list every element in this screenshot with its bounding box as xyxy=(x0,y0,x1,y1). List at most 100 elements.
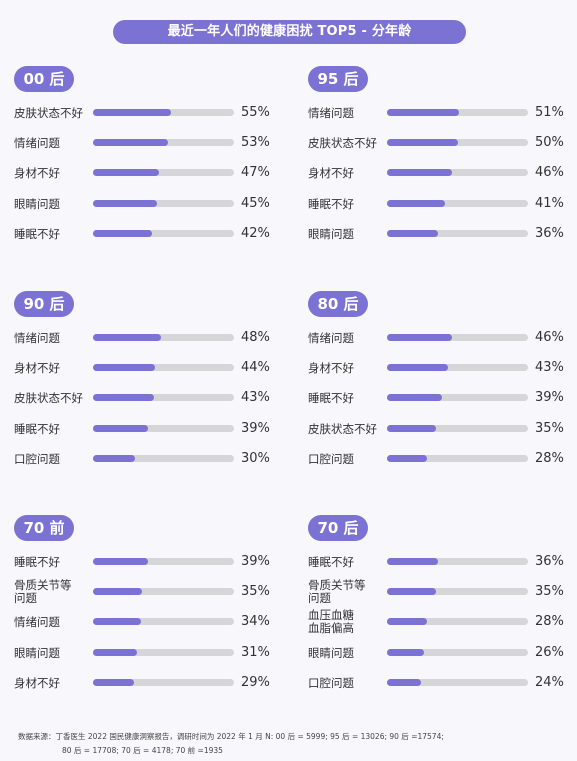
category-label: 身材不好 xyxy=(14,360,60,375)
bar-row: 身材不好 47% xyxy=(14,158,286,188)
bar-row: 眼睛问题 26% xyxy=(308,638,577,668)
bar-track xyxy=(93,679,234,686)
bar-track xyxy=(387,169,528,176)
bar-row: 情绪问题 46% xyxy=(308,323,577,353)
value-label: 39% xyxy=(241,421,270,436)
category-label: 情绪问题 xyxy=(14,135,60,150)
bar-row: 口腔问题 30% xyxy=(14,444,286,474)
bar-fill xyxy=(93,649,137,656)
bar-row: 睡眠不好 39% xyxy=(308,383,577,413)
bar-track xyxy=(93,618,234,625)
category-label: 骨质关节等 问题 xyxy=(308,578,366,605)
bar-track xyxy=(387,425,528,432)
bar-track xyxy=(387,364,528,371)
value-label: 47% xyxy=(241,165,270,180)
bar-track xyxy=(93,455,234,462)
value-label: 36% xyxy=(535,226,564,241)
value-label: 55% xyxy=(241,105,270,120)
bar-row: 身材不好 29% xyxy=(14,668,286,698)
value-label: 44% xyxy=(241,360,270,375)
category-label: 情绪问题 xyxy=(308,330,354,345)
bar-row: 口腔问题 28% xyxy=(308,444,577,474)
bar-track xyxy=(387,455,528,462)
bar-row: 血压血糖 血脂偏高 28% xyxy=(308,607,577,637)
age-group-badge: 95 后 xyxy=(308,66,368,92)
value-label: 50% xyxy=(535,135,564,150)
bar-row: 睡眠不好 36% xyxy=(308,547,577,577)
bar-fill xyxy=(387,109,459,116)
category-label: 骨质关节等 问题 xyxy=(14,578,72,605)
value-label: 46% xyxy=(535,165,564,180)
value-label: 24% xyxy=(535,675,564,690)
value-label: 28% xyxy=(535,614,564,629)
category-label: 血压血糖 血脂偏高 xyxy=(308,608,354,635)
bar-track xyxy=(93,364,234,371)
bar-row: 骨质关节等 问题 35% xyxy=(308,577,577,607)
bar-track xyxy=(93,109,234,116)
bar-track xyxy=(387,139,528,146)
bar-track xyxy=(93,558,234,565)
bar-track xyxy=(93,425,234,432)
category-label: 口腔问题 xyxy=(308,675,354,690)
category-label: 睡眠不好 xyxy=(14,421,60,436)
bar-track xyxy=(387,649,528,656)
category-label: 眼睛问题 xyxy=(14,196,60,211)
bar-track xyxy=(93,230,234,237)
bar-row: 骨质关节等 问题 35% xyxy=(14,577,286,607)
value-label: 35% xyxy=(535,584,564,599)
value-label: 35% xyxy=(535,421,564,436)
bar-track xyxy=(93,394,234,401)
value-label: 53% xyxy=(241,135,270,150)
value-label: 43% xyxy=(241,390,270,405)
bar-track xyxy=(93,200,234,207)
bar-fill xyxy=(387,334,452,341)
bar-row: 眼睛问题 31% xyxy=(14,638,286,668)
bar-fill xyxy=(93,558,148,565)
bar-fill xyxy=(387,364,448,371)
bar-fill xyxy=(387,679,421,686)
bar-fill xyxy=(387,394,442,401)
bar-track xyxy=(93,649,234,656)
category-label: 眼睛问题 xyxy=(14,645,60,660)
age-group-badge: 00 后 xyxy=(14,66,74,92)
bar-fill xyxy=(387,455,427,462)
category-label: 身材不好 xyxy=(14,675,60,690)
category-label: 睡眠不好 xyxy=(14,226,60,241)
category-label: 口腔问题 xyxy=(308,451,354,466)
bar-fill xyxy=(93,425,148,432)
bar-track xyxy=(387,334,528,341)
value-label: 48% xyxy=(241,330,270,345)
bar-track xyxy=(93,588,234,595)
value-label: 39% xyxy=(535,390,564,405)
category-label: 皮肤状态不好 xyxy=(308,421,377,436)
bar-row: 眼睛问题 45% xyxy=(14,189,286,219)
category-label: 睡眠不好 xyxy=(308,196,354,211)
bar-fill xyxy=(387,558,438,565)
bar-track xyxy=(387,618,528,625)
value-label: 35% xyxy=(241,584,270,599)
bar-track xyxy=(387,558,528,565)
bar-fill xyxy=(387,588,437,595)
bar-fill xyxy=(387,169,452,176)
bar-fill xyxy=(387,649,424,656)
bar-fill xyxy=(387,139,458,146)
bar-row: 皮肤状态不好 50% xyxy=(308,128,577,158)
data-source-footnote: 数据来源：丁香医生 2022 国民健康洞察报告，调研时间为 2022 年 1 月… xyxy=(18,730,558,758)
bar-row: 身材不好 43% xyxy=(308,353,577,383)
bar-row: 睡眠不好 39% xyxy=(14,414,286,444)
category-label: 情绪问题 xyxy=(14,330,60,345)
bar-track xyxy=(93,169,234,176)
category-label: 口腔问题 xyxy=(14,451,60,466)
bar-fill xyxy=(93,394,154,401)
value-label: 29% xyxy=(241,675,270,690)
bar-track xyxy=(387,588,528,595)
bar-fill xyxy=(387,618,427,625)
footnote-line-2: 80 后 = 17708; 70 后 = 4178; 70 前 =1935 xyxy=(62,746,223,755)
bar-fill xyxy=(93,588,143,595)
category-label: 身材不好 xyxy=(308,360,354,375)
category-label: 身材不好 xyxy=(308,165,354,180)
bar-row: 睡眠不好 42% xyxy=(14,219,286,249)
value-label: 31% xyxy=(241,645,270,660)
bar-row: 情绪问题 34% xyxy=(14,607,286,637)
category-label: 情绪问题 xyxy=(308,105,354,120)
